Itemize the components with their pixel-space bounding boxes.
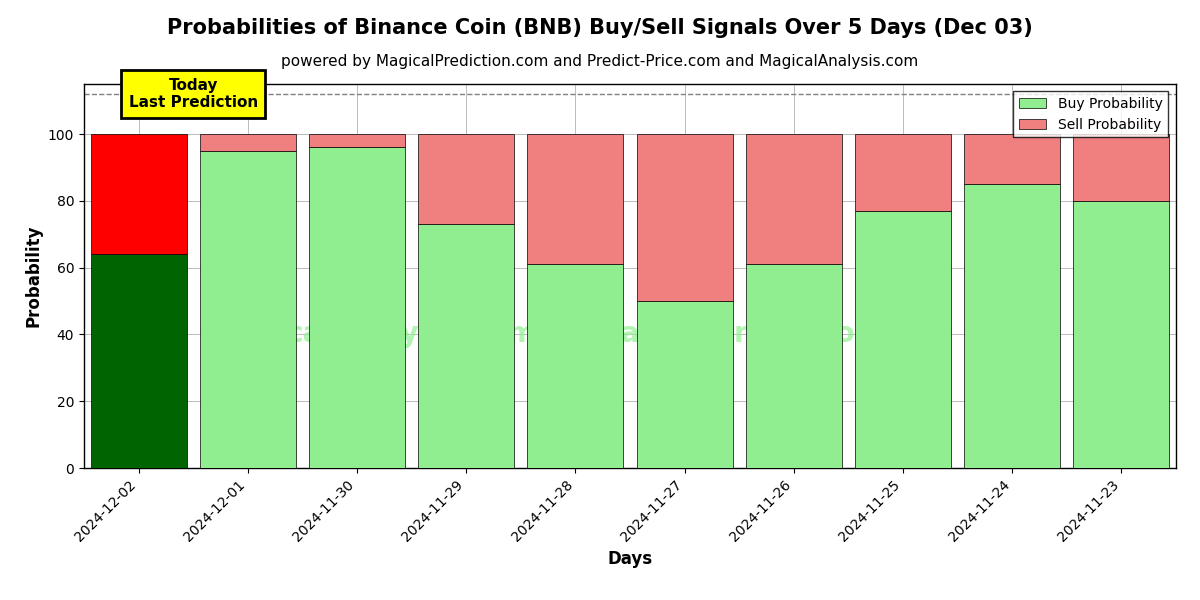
Bar bbox=[90, 134, 187, 254]
Text: powered by MagicalPrediction.com and Predict-Price.com and MagicalAnalysis.com: powered by MagicalPrediction.com and Pre… bbox=[281, 54, 919, 69]
Bar bbox=[854, 134, 952, 211]
Legend: Buy Probability, Sell Probability: Buy Probability, Sell Probability bbox=[1013, 91, 1168, 137]
Bar bbox=[745, 265, 842, 468]
Bar bbox=[308, 134, 406, 148]
Text: Today
Last Prediction: Today Last Prediction bbox=[128, 78, 258, 110]
X-axis label: Days: Days bbox=[607, 550, 653, 568]
Bar bbox=[199, 134, 296, 151]
Bar bbox=[745, 134, 842, 265]
Bar bbox=[527, 265, 624, 468]
Bar bbox=[1073, 134, 1170, 201]
Bar bbox=[636, 301, 733, 468]
Bar bbox=[636, 134, 733, 301]
Text: calAnalysis.com: calAnalysis.com bbox=[287, 320, 536, 347]
Bar bbox=[854, 211, 952, 468]
Bar bbox=[308, 148, 406, 468]
Bar bbox=[418, 224, 515, 468]
Text: Probabilities of Binance Coin (BNB) Buy/Sell Signals Over 5 Days (Dec 03): Probabilities of Binance Coin (BNB) Buy/… bbox=[167, 18, 1033, 38]
Bar bbox=[90, 254, 187, 468]
Bar bbox=[964, 184, 1061, 468]
Bar bbox=[527, 134, 624, 265]
Text: MagicalPrediction.com: MagicalPrediction.com bbox=[594, 320, 950, 347]
Bar bbox=[964, 134, 1061, 184]
Bar bbox=[418, 134, 515, 224]
Bar bbox=[199, 151, 296, 468]
Y-axis label: Probability: Probability bbox=[24, 225, 42, 327]
Bar bbox=[1073, 201, 1170, 468]
